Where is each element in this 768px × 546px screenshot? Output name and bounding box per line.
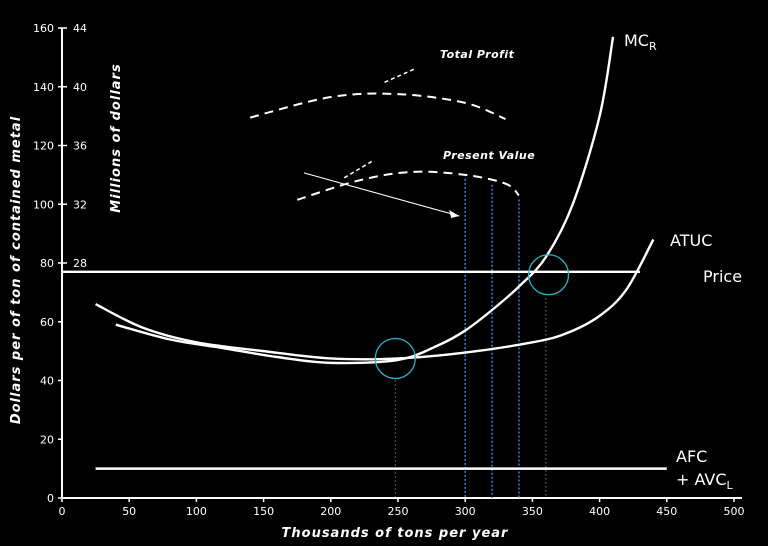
y-tick-label: 100 (33, 198, 54, 211)
series-label-present-value: Present Value (443, 149, 535, 162)
series-label-mc: MCR (624, 31, 657, 53)
series-label-total-profit: Total Profit (440, 48, 515, 61)
y-tick-label: 160 (33, 22, 54, 35)
x-tick-label: 400 (589, 505, 610, 518)
y-right-tick-label: 36 (73, 140, 87, 153)
x-tick-label: 200 (320, 505, 341, 518)
series-label-price: Price (703, 267, 742, 286)
y-tick-label: 80 (40, 257, 54, 270)
x-tick-label: 100 (186, 505, 207, 518)
tick-labels: 0 50 100 150 200 250 300 350 400 450 500 0 20 40 60 80 1… (33, 22, 745, 518)
x-tick-label: 500 (724, 505, 745, 518)
x-tick-label: 350 (522, 505, 543, 518)
y-tick-label: 20 (40, 433, 54, 446)
intersection-circle (374, 337, 416, 380)
series-line-mc (115, 36, 615, 365)
y-tick-label: 120 (33, 140, 54, 153)
x-tick-label: 300 (455, 505, 476, 518)
x-tick-label: 450 (656, 505, 677, 518)
x-axis-title: Thousands of tons per year (282, 526, 510, 541)
x-tick-label: 0 (59, 505, 66, 518)
series-line-total-profit (249, 92, 506, 120)
present-value-leader (343, 159, 375, 179)
plot-axes (61, 28, 742, 499)
y-right-tick-label: 28 (73, 257, 87, 270)
circle-markers (374, 254, 570, 380)
annotations: MCR ATUC Price AFC + AVCL Total Profit Present… (303, 31, 742, 492)
series-lines (62, 36, 667, 470)
series-label-afc: AFC (676, 447, 707, 466)
y-right-tick-label: 40 (73, 81, 87, 94)
intersection-circle (527, 254, 570, 296)
y-tick-label: 140 (33, 81, 54, 94)
y-right-tick-label: 32 (73, 198, 87, 211)
annotation-arrow-head (449, 210, 460, 218)
series-line-atuc (95, 238, 655, 361)
annotation-arrow-line (303, 172, 460, 217)
y-tick-label: 60 (40, 316, 54, 329)
y-right-axis-title: Millions of dollars (109, 63, 124, 212)
y-tick-label: 40 (40, 375, 54, 388)
total-profit-leader (384, 68, 415, 84)
x-tick-label: 250 (388, 505, 409, 518)
y-axis-title: Dollars per of ton of contained metal (9, 116, 24, 424)
y-right-tick-label: 44 (73, 22, 87, 35)
series-label-avc: + AVCL (676, 470, 734, 492)
vertical-markers (394, 178, 547, 498)
x-tick-label: 150 (253, 505, 274, 518)
series-line-present-value (296, 170, 520, 201)
series-label-atuc: ATUC (670, 231, 712, 250)
x-tick-label: 50 (122, 505, 136, 518)
y-tick-label: 0 (47, 492, 54, 505)
